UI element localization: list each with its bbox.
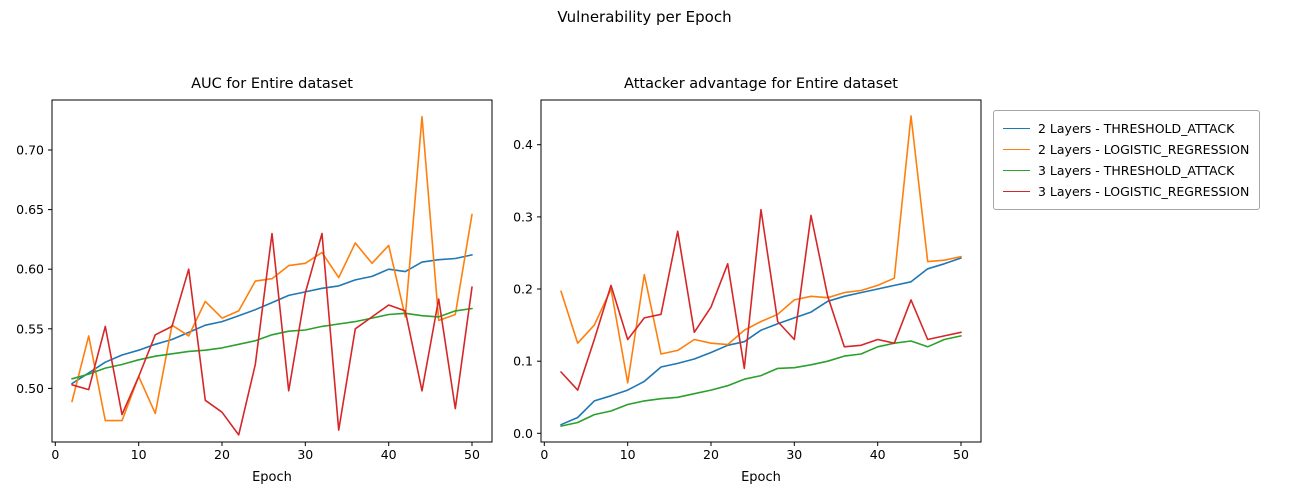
y-tick-label: 0.60 [16,262,44,277]
auc-chart: AUC for Entire dataset 0 10 20 30 40 50 0.50 0.… [0,70,510,495]
x-tick-label: 0 [540,447,548,462]
x-tick-label: 30 [786,447,802,462]
auc-chart-xlabel: Epoch [252,470,292,485]
legend-line-sample [1003,191,1030,192]
y-tick-label: 0.2 [513,282,533,297]
series-line [71,232,473,436]
plot-box [540,99,982,443]
x-tick-label: 40 [381,447,397,462]
auc-chart-canvas: 0 10 20 30 40 50 0.50 0.55 0.60 0.65 0.70 [16,99,493,462]
y-tick-label: 0.65 [16,202,44,217]
legend-line-sample [1003,170,1030,171]
legend-label: 2 Layers - THRESHOLD_ATTACK [1038,121,1235,136]
legend-label: 2 Layers - LOGISTIC_REGRESSION [1038,142,1250,157]
y-tick-label: 0.3 [513,209,533,224]
y-tick-label: 0.50 [16,381,44,396]
y-tick-label: 0.1 [513,354,533,369]
advantage-chart-title: Attacker advantage for Entire dataset [624,76,898,92]
y-tick-label: 0.0 [513,426,533,441]
x-tick-label: 0 [51,447,59,462]
series-line [560,115,962,384]
legend: 2 Layers - THRESHOLD_ATTACK 2 Layers - L… [993,110,1261,210]
legend-label: 3 Layers - LOGISTIC_REGRESSION [1038,184,1250,199]
legend-entry: 2 Layers - LOGISTIC_REGRESSION [1003,139,1249,160]
x-tick-label: 20 [214,447,230,462]
legend-label: 3 Layers - THRESHOLD_ATTACK [1038,163,1235,178]
x-tick-label: 20 [703,447,719,462]
y-tick-label: 0.4 [513,137,533,152]
y-tick-label: 0.70 [16,143,44,158]
auc-chart-title: AUC for Entire dataset [191,76,353,92]
y-tick-label: 0.55 [16,321,44,336]
advantage-chart-canvas: 0 10 20 30 40 50 0.0 0.1 0.2 0.3 0.4 [513,99,982,462]
series-line [560,208,962,391]
series-line [71,254,473,385]
legend-entry: 3 Layers - THRESHOLD_ATTACK [1003,160,1249,181]
figure-title: Vulnerability per Epoch [557,8,732,26]
x-tick-label: 50 [953,447,969,462]
x-tick-label: 10 [131,447,147,462]
legend-entry: 2 Layers - THRESHOLD_ATTACK [1003,118,1249,139]
legend-line-sample [1003,149,1030,150]
x-tick-label: 10 [620,447,636,462]
x-tick-label: 30 [297,447,313,462]
x-tick-label: 40 [870,447,886,462]
advantage-chart-xlabel: Epoch [741,470,781,485]
plot-box [51,99,493,443]
legend-entry: 3 Layers - LOGISTIC_REGRESSION [1003,181,1249,202]
advantage-chart: Attacker advantage for Entire dataset 0 1… [489,70,999,495]
series-line [560,257,962,426]
legend-line-sample [1003,128,1030,129]
x-tick-label: 50 [464,447,480,462]
